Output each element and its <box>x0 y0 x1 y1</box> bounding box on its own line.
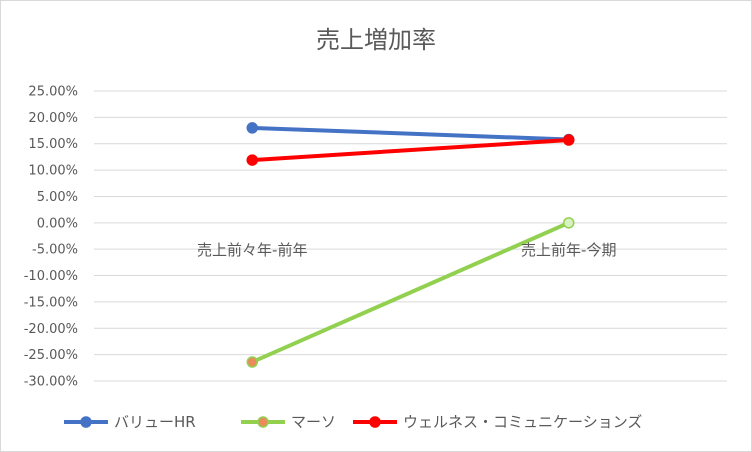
legend: バリューHR マーソ ウェルネス・コミュニケーションズ <box>64 413 642 431</box>
y-tick-label: -30.00% <box>24 375 78 390</box>
data-point <box>246 356 258 368</box>
data-point <box>563 217 575 229</box>
data-point <box>563 134 575 146</box>
y-tick-label: -20.00% <box>24 322 78 337</box>
series-line <box>250 125 571 142</box>
y-tick-label: -5.00% <box>32 243 78 258</box>
category-label: 売上前年-今期 <box>521 241 616 259</box>
y-tick-label: -10.00% <box>24 269 78 284</box>
y-axis-tick-labels: 25.00% 20.00% 15.00% 10.00% 5.00% 0.00% -5.00%… <box>24 85 78 390</box>
y-tick-label: -15.00% <box>24 295 78 310</box>
y-tick-label: -25.00% <box>24 348 78 363</box>
legend-marker <box>257 416 269 428</box>
legend-label: マーソ <box>291 413 336 431</box>
y-tick-label: 25.00% <box>28 85 78 100</box>
legend-label: ウェルネス・コミュニケーションズ <box>403 413 642 431</box>
series-line <box>250 220 571 365</box>
data-point <box>246 154 258 166</box>
y-tick-label: 0.00% <box>37 216 78 231</box>
gridlines <box>94 90 727 382</box>
legend-label: バリューHR <box>114 413 196 431</box>
category-label: 売上前々年-前年 <box>197 241 307 259</box>
series-line <box>250 138 571 163</box>
legend-marker <box>369 416 381 428</box>
chart-title: 売上増加率 <box>316 26 436 54</box>
y-tick-label: 15.00% <box>28 137 78 152</box>
series-lines <box>246 122 575 368</box>
data-point <box>246 122 258 134</box>
y-tick-label: 20.00% <box>28 111 78 126</box>
legend-marker <box>80 416 92 428</box>
y-tick-label: 5.00% <box>37 190 78 205</box>
category-labels: 売上前々年-前年 売上前年-今期 <box>197 241 616 259</box>
y-tick-label: 10.00% <box>28 164 78 179</box>
